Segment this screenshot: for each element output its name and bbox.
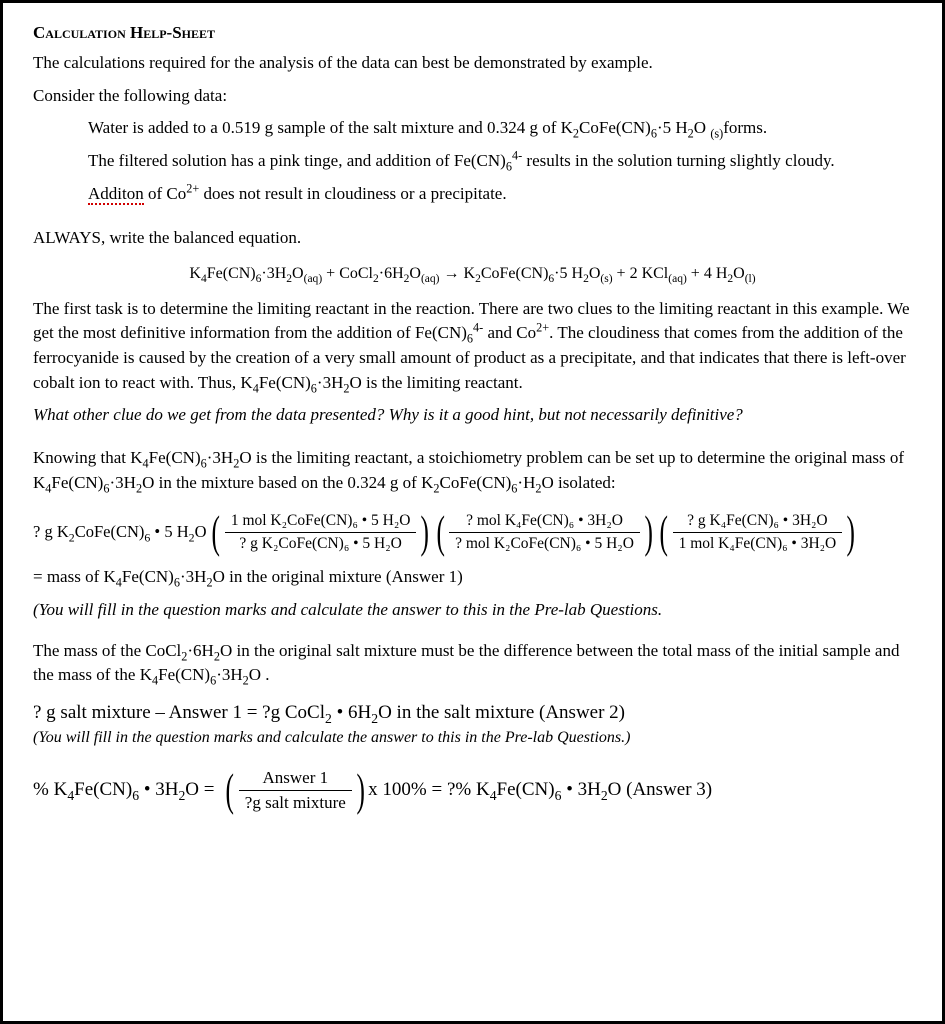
- dimensional-analysis-chain: ? g K2CoFe(CN)6 • 5 H2O ( 1 mol K₂CoFe(C…: [33, 509, 912, 555]
- limiting-reactant-para: The first task is to determine the limit…: [33, 297, 912, 396]
- paren-open: (: [436, 509, 444, 555]
- fraction-1: 1 mol K₂CoFe(CN)₆ • 5 H₂O? g K₂CoFe(CN)₆…: [225, 512, 417, 553]
- answer-1-line: = mass of K4Fe(CN)6·3H2O in the original…: [33, 565, 912, 590]
- stoich-para: Knowing that K4Fe(CN)6·3H2O is the limit…: [33, 446, 912, 495]
- fraction-3: ? g K₄Fe(CN)₆ • 3H₂O1 mol K₄Fe(CN)₆ • 3H…: [673, 512, 843, 553]
- difference-para: The mass of the CoCl2·6H2O in the origin…: [33, 639, 912, 688]
- note-2: (You will fill in the question marks and…: [33, 726, 912, 749]
- paren-close: ): [356, 767, 364, 813]
- paren-close: ): [644, 509, 652, 555]
- help-sheet-page: Calculation Help-Sheet The calculations …: [0, 0, 945, 1024]
- data-line-1: Water is added to a 0.519 g sample of th…: [88, 116, 912, 141]
- spellcheck-underline: Additon: [88, 184, 144, 205]
- answer-3-line: % K4Fe(CN)6 • 3H2O = ( Answer 1?g salt m…: [33, 767, 912, 813]
- intro-text: The calculations required for the analys…: [33, 51, 912, 76]
- always-text: ALWAYS, write the balanced equation.: [33, 226, 912, 251]
- fraction-2: ? mol K₄Fe(CN)₆ • 3H₂O? mol K₂CoFe(CN)₆ …: [449, 512, 640, 553]
- paren-close: ): [421, 509, 429, 555]
- answer-2-line: ? g salt mixture – Answer 1 = ?g CoCl2 •…: [33, 702, 912, 724]
- consider-text: Consider the following data:: [33, 84, 912, 109]
- data-line-2: The filtered solution has a pink tinge, …: [88, 149, 912, 174]
- question-hint: What other clue do we get from the data …: [33, 403, 912, 428]
- percent-fraction: Answer 1?g salt mixture: [239, 768, 352, 813]
- balanced-equation: K4Fe(CN)6·3H2O(aq) + CoCl2·6H2O(aq) → K2…: [33, 265, 912, 283]
- note-1: (You will fill in the question marks and…: [33, 598, 912, 623]
- paren-open: (: [212, 509, 220, 555]
- data-line-3: Additon of Co2+ does not result in cloud…: [88, 182, 912, 207]
- paren-close: ): [847, 509, 855, 555]
- paren-open: (: [660, 509, 668, 555]
- paren-open: (: [226, 767, 234, 813]
- page-title: Calculation Help-Sheet: [33, 23, 912, 43]
